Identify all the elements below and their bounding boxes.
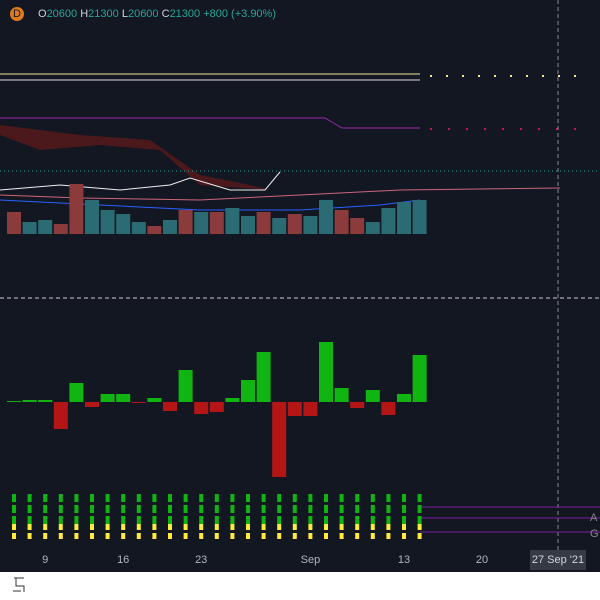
- x-tick-label: 23: [195, 554, 207, 566]
- crosshair-label: 27 Sep '21: [532, 554, 584, 566]
- volume-bar: [85, 200, 99, 234]
- volume-bar: [334, 210, 349, 234]
- volume-bar: [163, 220, 177, 234]
- histogram-bar: [38, 400, 53, 402]
- volume-bar: [241, 216, 255, 234]
- badge[interactable]: [10, 7, 24, 21]
- volume-bar: [116, 214, 131, 234]
- x-tick-label: 20: [476, 554, 488, 566]
- ma2: [0, 187, 561, 201]
- volume-bar: [365, 222, 380, 234]
- volume-bar: [38, 220, 53, 234]
- histogram-bar: [350, 402, 365, 408]
- value: 21300: [88, 8, 119, 20]
- histogram-bar: [53, 402, 68, 429]
- value: 20600: [47, 8, 78, 20]
- label: C: [162, 8, 170, 20]
- volume-bar: [303, 216, 318, 234]
- volume-bar: [178, 210, 193, 234]
- value: 20600: [128, 8, 159, 20]
- chart-bg: [0, 0, 600, 572]
- histogram-bar: [381, 402, 396, 415]
- label: O: [38, 8, 47, 20]
- histogram-bar: [319, 342, 333, 402]
- volume-bar: [412, 200, 427, 234]
- value: 21300: [170, 8, 201, 20]
- histogram-bar: [163, 402, 177, 411]
- histogram-bar: [365, 390, 380, 402]
- x-tick-label: 9: [42, 554, 48, 566]
- crosshair-badge: [530, 550, 586, 570]
- volume-bar: [53, 224, 68, 234]
- x-tick-label: Sep: [301, 554, 321, 566]
- histogram-bar: [194, 402, 209, 414]
- ohlc: O20600 H21300 L20600 C21300 +800 (+3.90%…: [38, 8, 276, 20]
- label: L: [122, 8, 128, 20]
- histogram-bar: [334, 388, 349, 402]
- value: +800 (+3.90%): [203, 8, 276, 20]
- histogram-bar: [85, 402, 99, 407]
- histogram-bar: [7, 401, 21, 402]
- volume-bar: [350, 218, 365, 234]
- histogram-bar: [147, 398, 162, 402]
- histogram-bar: [131, 402, 146, 403]
- toolbar: [0, 572, 600, 600]
- histogram-bar: [22, 400, 37, 402]
- histogram-bar: [272, 402, 287, 477]
- x-tick-label: 16: [117, 554, 129, 566]
- histogram-bar: [397, 394, 411, 402]
- histogram-bar: [287, 402, 302, 416]
- volume-bar: [319, 200, 333, 234]
- volume-bar: [147, 226, 162, 234]
- volume-bar: [256, 212, 271, 234]
- histogram-bar: [241, 380, 255, 402]
- cloud: [0, 125, 270, 190]
- legend-stub: A: [590, 512, 598, 524]
- volume-bar: [100, 210, 115, 234]
- volume-bar: [287, 214, 302, 234]
- volume-bar: [225, 208, 240, 234]
- volume-bar: [131, 222, 146, 234]
- badge-text: D: [13, 8, 21, 20]
- volume-bar: [22, 222, 37, 234]
- histogram-bar: [209, 402, 224, 412]
- histogram-bar: [69, 383, 84, 402]
- label: H: [80, 8, 88, 20]
- histogram-bar: [256, 352, 271, 402]
- histogram-bar: [225, 398, 240, 402]
- histogram-bar: [303, 402, 318, 416]
- histogram-bar: [116, 394, 131, 402]
- histogram-bar: [178, 370, 193, 402]
- volume-bar: [194, 212, 209, 234]
- volume-bar: [272, 218, 287, 234]
- kijun: [0, 117, 420, 129]
- volume-bar: [381, 208, 396, 234]
- volume-bar: [7, 212, 21, 234]
- toolbar-icon[interactable]: [13, 577, 25, 592]
- x-tick-label: 13: [398, 554, 410, 566]
- volume-bar: [397, 202, 411, 234]
- volume-bar: [69, 184, 84, 234]
- volume-bar: [209, 212, 224, 234]
- histogram-bar: [100, 394, 115, 402]
- histogram-bar: [412, 355, 427, 402]
- legend-stub: G: [590, 528, 599, 540]
